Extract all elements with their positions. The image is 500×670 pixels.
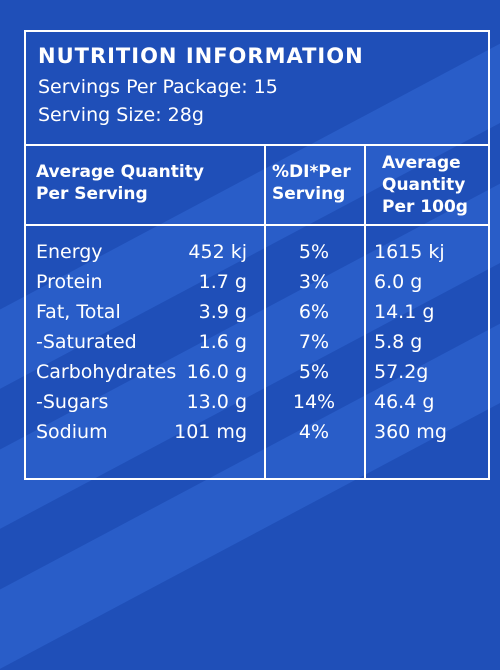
per-serving-value: 16.0 g — [186, 361, 247, 383]
column-divider-1 — [264, 144, 266, 478]
per-100g-value: 1615 kj — [374, 241, 445, 263]
serving-size: Serving Size: 28g — [38, 104, 204, 126]
nutrient-name: Energy — [36, 241, 103, 263]
table-row-energy: Energy 452 kj 5% 1615 kj — [26, 237, 488, 267]
per-100g-value: 46.4 g — [374, 391, 435, 413]
di-value: 14% — [292, 391, 336, 413]
per-100g-value: 14.1 g — [374, 301, 435, 323]
header-average-per-100g: Average Quantity Per 100g — [382, 152, 468, 218]
per-100g-value: 57.2g — [374, 361, 429, 383]
table-row-protein: Protein 1.7 g 3% 6.0 g — [26, 267, 488, 297]
table-row-sodium: Sodium 101 mg 4% 360 mg — [26, 417, 488, 447]
nutrient-name: Fat, Total — [36, 301, 121, 323]
nutrient-name: -Sugars — [36, 391, 109, 413]
di-value: 7% — [298, 331, 330, 353]
per-serving-value: 13.0 g — [186, 391, 247, 413]
divider-top — [26, 144, 488, 146]
di-value: 3% — [298, 271, 330, 293]
table-row-saturated: -Saturated 1.6 g 7% 5.8 g — [26, 327, 488, 357]
header-line: %DI*Per — [272, 162, 351, 182]
divider-header — [26, 224, 488, 226]
di-value: 5% — [298, 361, 330, 383]
header-line: Per 100g — [382, 197, 468, 217]
per-serving-value: 3.9 g — [198, 301, 247, 323]
header-line: Per Serving — [36, 184, 148, 204]
per-100g-value: 5.8 g — [374, 331, 423, 353]
servings-per-package: Servings Per Package: 15 — [38, 76, 278, 98]
nutrient-name: Protein — [36, 271, 103, 293]
di-value: 6% — [298, 301, 330, 323]
header-line: Average Quantity — [36, 162, 204, 182]
panel-title: NUTRITION INFORMATION — [38, 44, 364, 68]
per-serving-value: 1.6 g — [198, 331, 247, 353]
table-row-carbohydrates: Carbohydrates 16.0 g 5% 57.2g — [26, 357, 488, 387]
header-line: Quantity — [382, 175, 466, 195]
per-100g-value: 360 mg — [374, 421, 447, 443]
column-divider-2 — [364, 144, 366, 478]
header-line: Serving — [272, 184, 346, 204]
nutrient-name: Carbohydrates — [36, 361, 177, 383]
nutrition-panel: NUTRITION INFORMATION Servings Per Packa… — [24, 30, 490, 480]
header-di-per-serving: %DI*Per Serving — [272, 161, 351, 205]
header-line: Average — [382, 153, 461, 173]
nutrient-name: -Saturated — [36, 331, 137, 353]
per-serving-value: 452 kj — [188, 241, 247, 263]
table-row-fat-total: Fat, Total 3.9 g 6% 14.1 g — [26, 297, 488, 327]
per-serving-value: 101 mg — [174, 421, 247, 443]
per-serving-value: 1.7 g — [198, 271, 247, 293]
per-100g-value: 6.0 g — [374, 271, 423, 293]
table-row-sugars: -Sugars 13.0 g 14% 46.4 g — [26, 387, 488, 417]
di-value: 4% — [298, 421, 330, 443]
nutrient-name: Sodium — [36, 421, 108, 443]
header-average-per-serving: Average Quantity Per Serving — [36, 161, 204, 205]
di-value: 5% — [298, 241, 330, 263]
